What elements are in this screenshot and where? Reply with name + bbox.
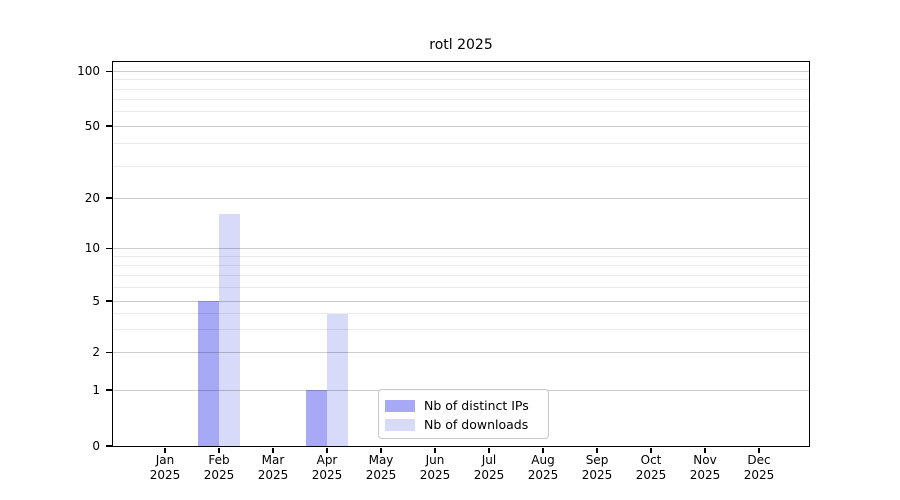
- x-axis-month-label: Jun 2025: [408, 453, 462, 483]
- x-axis-tick-mark: [488, 447, 490, 453]
- x-label-year: 2025: [635, 468, 667, 482]
- y-gridline-major: [112, 125, 810, 127]
- y-axis-tick-label: 1: [92, 382, 100, 397]
- y-axis-tick-label: 50: [84, 118, 100, 133]
- bar-distinct-ips: [306, 390, 327, 447]
- y-axis-tick-label: 20: [84, 190, 100, 205]
- x-label-month: Apr: [316, 453, 338, 467]
- x-axis-month-label: Jul 2025: [462, 453, 516, 483]
- x-axis-month-label: Oct 2025: [624, 453, 678, 483]
- y-axis-tick-label: 10: [84, 241, 100, 255]
- y-gridline-minor: [112, 313, 810, 315]
- y-gridline-minor: [112, 286, 810, 288]
- x-axis-tick-mark: [596, 447, 598, 453]
- y-gridline-minor: [112, 88, 810, 90]
- x-axis-month-label: Dec 2025: [732, 453, 786, 483]
- chart-title: rotl 2025: [429, 37, 493, 53]
- x-label-year: 2025: [311, 468, 343, 482]
- x-label-month: Jun: [425, 453, 445, 467]
- y-axis-tick-label: 5: [92, 293, 100, 308]
- x-axis-month-label: Aug 2025: [516, 453, 570, 483]
- x-label-year: 2025: [203, 468, 235, 482]
- y-axis-tick-mark: [105, 197, 112, 199]
- x-label-year: 2025: [689, 468, 721, 482]
- x-axis-month-label: Jan 2025: [138, 453, 192, 483]
- y-axis-tick-mark: [105, 70, 112, 73]
- legend-label-distinct-ips: Nb of distinct IPs: [424, 398, 529, 413]
- bar-distinct-ips: [198, 301, 219, 447]
- x-axis-tick-mark: [542, 447, 544, 453]
- x-label-year: 2025: [419, 468, 451, 482]
- y-axis-tick-mark: [105, 300, 112, 302]
- x-label-month: Jan: [155, 453, 175, 467]
- legend-item-downloads: Nb of downloads: [379, 417, 548, 433]
- x-axis-month-label: Feb 2025: [192, 453, 246, 483]
- x-label-month: Sep: [585, 453, 609, 467]
- x-axis-tick-mark: [380, 447, 382, 453]
- legend-swatch-downloads: [385, 419, 415, 431]
- y-gridline-minor: [112, 329, 810, 331]
- y-gridline-minor: [112, 275, 810, 276]
- x-label-month: Oct: [640, 453, 662, 467]
- y-axis-tick-label: 100: [77, 64, 100, 78]
- x-axis-tick-mark: [704, 447, 706, 453]
- y-axis-tick-mark: [105, 389, 112, 391]
- x-label-month: Feb: [208, 453, 230, 467]
- bar-downloads: [219, 214, 240, 447]
- x-label-year: 2025: [473, 468, 505, 482]
- x-axis-month-label: Mar 2025: [246, 453, 300, 483]
- x-axis-tick-mark: [650, 447, 652, 453]
- y-axis-tick-mark: [105, 247, 112, 250]
- y-gridline-minor: [112, 111, 810, 113]
- x-axis-tick-mark: [434, 447, 436, 453]
- x-axis-month-label: May 2025: [354, 453, 408, 483]
- x-label-year: 2025: [743, 468, 775, 482]
- y-gridline-major: [112, 300, 810, 302]
- y-gridline-minor: [112, 165, 810, 167]
- x-label-month: Mar: [261, 453, 285, 467]
- x-label-month: Dec: [747, 453, 771, 467]
- y-axis-tick-label: 2: [92, 345, 100, 359]
- x-label-month: Jul: [481, 453, 497, 467]
- legend-item-distinct-ips: Nb of distinct IPs: [379, 398, 548, 414]
- x-label-month: May: [368, 453, 394, 467]
- bar-downloads: [327, 313, 348, 447]
- x-label-month: Aug: [531, 453, 555, 467]
- y-gridline-minor: [112, 264, 810, 266]
- legend-label-downloads: Nb of downloads: [424, 417, 529, 432]
- x-axis-month-label: Nov 2025: [678, 453, 732, 483]
- x-axis-month-label: Apr 2025: [300, 453, 354, 483]
- y-axis-tick-label: 0: [92, 438, 100, 453]
- y-gridline-minor: [112, 255, 810, 257]
- x-label-year: 2025: [149, 468, 181, 482]
- x-label-year: 2025: [527, 468, 559, 482]
- y-axis-tick-mark: [105, 125, 112, 127]
- y-axis-tick-mark: [105, 351, 112, 354]
- y-gridline-major: [112, 352, 810, 353]
- y-gridline-minor: [112, 79, 810, 81]
- y-axis-tick-mark: [105, 445, 112, 447]
- y-gridline-major: [112, 248, 810, 249]
- y-gridline-minor: [112, 99, 810, 101]
- x-axis-tick-mark: [164, 447, 166, 453]
- x-label-month: Nov: [693, 453, 717, 467]
- x-label-year: 2025: [581, 468, 613, 482]
- x-label-year: 2025: [257, 468, 289, 482]
- x-axis-month-label: Sep 2025: [570, 453, 624, 483]
- legend-swatch-distinct-ips: [385, 400, 415, 412]
- legend: Nb of distinct IPs Nb of downloads: [378, 389, 549, 439]
- y-gridline-major: [112, 197, 810, 199]
- x-label-year: 2025: [365, 468, 397, 482]
- x-axis-tick-mark: [218, 447, 220, 453]
- y-gridline-major: [112, 71, 810, 72]
- x-axis-tick-mark: [758, 447, 760, 453]
- x-axis-tick-mark: [326, 447, 328, 453]
- y-gridline-minor: [112, 143, 810, 145]
- x-axis-tick-mark: [272, 447, 274, 453]
